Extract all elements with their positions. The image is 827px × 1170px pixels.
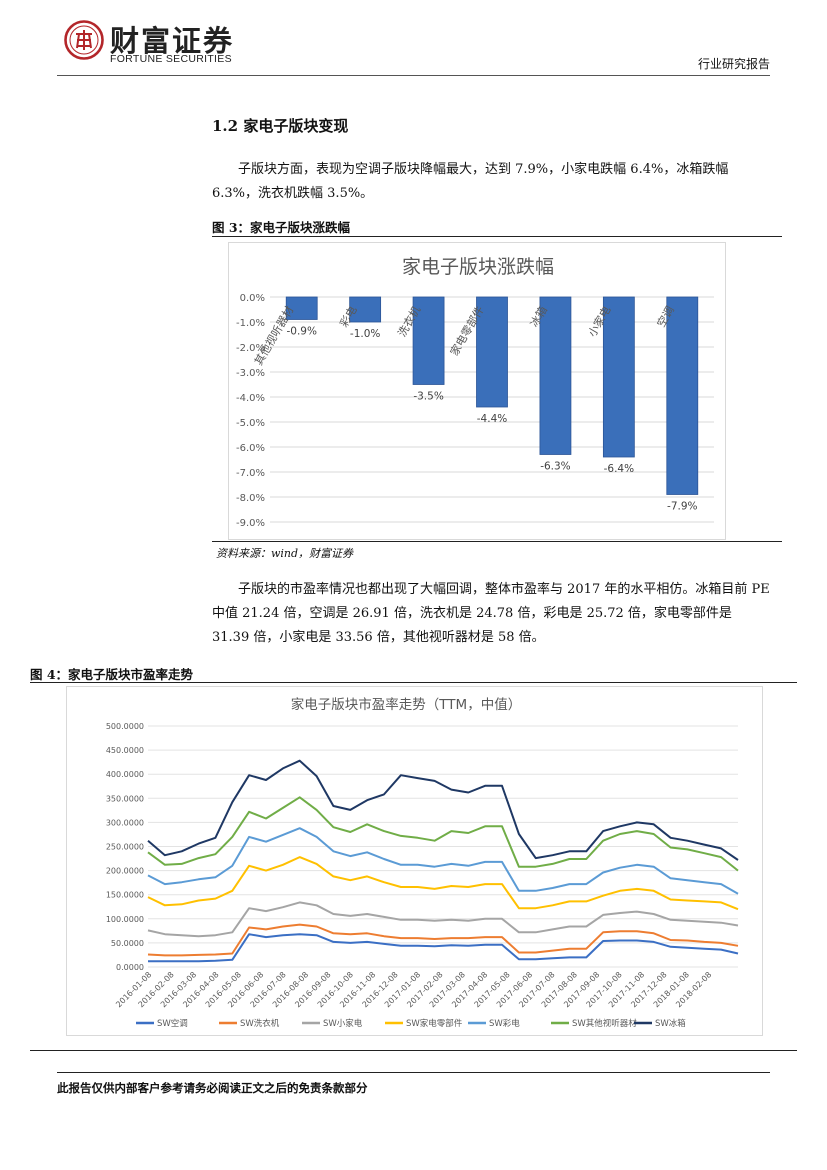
legend-label: SW小家电 xyxy=(323,1018,363,1029)
bar-value-label: -6.3% xyxy=(540,461,570,473)
legend-label: SW彩电 xyxy=(489,1018,520,1029)
legend-label: SW其他视听器材 xyxy=(572,1018,637,1029)
header-divider xyxy=(57,75,770,76)
legend-label: SW冰箱 xyxy=(655,1018,686,1029)
footer-disclaimer: 此报告仅供内部客户参考请务必阅读正文之后的免责条款部分 xyxy=(57,1081,368,1095)
section-title: 1.2 家电子版块变现 xyxy=(212,117,349,135)
figure-4-caption: 图 4：家电子版块市盈率走势 xyxy=(30,667,194,682)
bar xyxy=(285,296,318,320)
bar-value-label: -4.4% xyxy=(477,413,507,425)
y-tick-label: 350.0000 xyxy=(106,794,144,803)
chart-title: 家电子版块市盈率走势（TTM，中值） xyxy=(291,696,521,713)
figure-3-bar-chart: 家电子版块涨跌幅 0.0% -1.0% -2.0% -3.0% -4.0% -5.0% -6… xyxy=(228,242,726,540)
bar xyxy=(412,296,445,385)
brand-name-cn: 财富证券 xyxy=(110,24,235,58)
y-tick-label: -7.0% xyxy=(236,468,265,479)
bar-value-label: -6.4% xyxy=(604,463,634,475)
bar xyxy=(666,296,699,495)
y-tick-label: -9.0% xyxy=(236,518,265,529)
figure-3-caption: 图 3：家电子版块涨跌幅 xyxy=(212,220,351,235)
footer-divider xyxy=(57,1072,770,1073)
y-tick-label: -8.0% xyxy=(236,493,265,504)
y-tick-label: 200.0000 xyxy=(106,867,144,876)
y-tick-label: -2.0% xyxy=(236,343,265,354)
bar xyxy=(539,296,572,455)
series-line xyxy=(147,856,739,911)
bar-value-label: -1.0% xyxy=(350,328,380,340)
body-paragraph-1: 子版块方面，表现为空调子版块降幅最大，达到 7.9%，小家电跌幅 6.4%，冰箱… xyxy=(212,162,729,201)
company-logo xyxy=(64,20,104,60)
y-tick-label: 250.0000 xyxy=(106,843,144,852)
series-line xyxy=(148,933,739,963)
body-paragraph-2: 子版块的市盈率情况也都出现了大幅回调，整体市盈率与 2017 年的水平相仿。冰箱… xyxy=(212,582,770,645)
y-tick-label: 0.0% xyxy=(240,293,265,304)
y-tick-label: -5.0% xyxy=(236,418,265,429)
figure-4-top-rule xyxy=(30,682,797,683)
y-tick-label: -3.0% xyxy=(236,368,265,379)
chart-frame xyxy=(66,686,763,1036)
series-line xyxy=(147,796,739,872)
legend-label: SW家电零部件 xyxy=(406,1018,463,1029)
y-tick-label: 150.0000 xyxy=(106,891,144,900)
bar-value-label: -3.5% xyxy=(413,391,443,403)
y-tick-label: 0.0000 xyxy=(116,963,144,972)
brand-name-en: FORTUNE SECURITIES xyxy=(110,53,232,65)
bar xyxy=(476,296,508,408)
y-tick-label: 100.0000 xyxy=(106,915,144,924)
figure-3-source: 资料来源：wind，财富证券 xyxy=(216,547,354,560)
bar-value-label: -7.9% xyxy=(667,501,697,513)
y-tick-label: -6.0% xyxy=(236,443,265,454)
report-type-label: 行业研究报告 xyxy=(697,57,770,71)
y-tick-label: -1.0% xyxy=(236,318,265,329)
legend-label: SW洗衣机 xyxy=(240,1018,280,1029)
bar xyxy=(602,296,635,458)
series-line xyxy=(147,827,739,895)
bar-value-label: -0.9% xyxy=(286,326,316,338)
figure-3-top-rule xyxy=(212,236,782,237)
y-tick-label: 300.0000 xyxy=(106,818,144,827)
series-line xyxy=(147,923,739,957)
series-line xyxy=(147,759,739,861)
figure-3-bottom-rule xyxy=(212,541,782,542)
y-tick-label: 50.0000 xyxy=(111,939,144,948)
series-line xyxy=(147,901,739,938)
y-tick-label: 500.0000 xyxy=(106,722,144,731)
figure-4-bottom-rule xyxy=(30,1050,797,1051)
y-tick-label: 450.0000 xyxy=(106,746,144,755)
figure-4-line-chart: 家电子版块市盈率走势（TTM，中值） 0.0000 50.0000 100.0000… xyxy=(66,686,763,1036)
bar xyxy=(349,296,382,323)
legend-label: SW空调 xyxy=(157,1018,188,1029)
chart-title: 家电子版块涨跌幅 xyxy=(402,256,554,278)
y-tick-label: -4.0% xyxy=(236,393,265,404)
y-tick-label: 400.0000 xyxy=(106,770,144,779)
